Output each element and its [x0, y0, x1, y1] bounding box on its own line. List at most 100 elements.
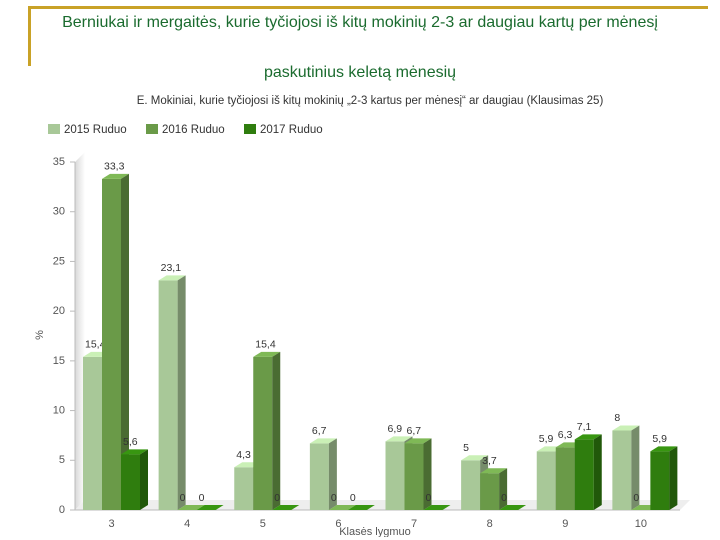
bar-side [328, 438, 337, 510]
legend-swatch [146, 124, 158, 134]
bar [158, 275, 186, 510]
bar-side [499, 468, 508, 510]
bar-front [83, 356, 102, 510]
bar-top [309, 438, 337, 444]
value-label: 5,9 [539, 433, 554, 445]
y-tick-label: 20 [53, 305, 65, 317]
bar-top [196, 505, 224, 510]
legend-label: 2015 Ruduo [64, 124, 127, 136]
bar [347, 505, 375, 510]
legend-label: 2017 Ruduo [260, 124, 323, 136]
value-label: 6,9 [388, 423, 403, 435]
value-label: 33,3 [104, 161, 125, 173]
bar-top [423, 505, 451, 510]
x-tick-label: 10 [635, 518, 647, 530]
value-label: 15,4 [255, 339, 276, 351]
bar-top [385, 436, 413, 442]
bar-front [253, 356, 273, 510]
bar-side [593, 434, 602, 510]
value-label: 6,7 [407, 425, 422, 437]
value-label: 7,1 [577, 421, 592, 433]
bar [328, 505, 356, 510]
x-tick-label: 6 [335, 518, 341, 530]
bar-front [574, 439, 594, 510]
bar [272, 505, 300, 510]
bar-side [177, 275, 186, 510]
value-label: 0 [331, 492, 337, 504]
bar-front [102, 178, 121, 510]
value-label: 8 [614, 412, 620, 424]
slide-title: Berniukai ir mergaitės, kurie tyčiojosi … [62, 14, 658, 31]
bar-front [158, 280, 178, 510]
x-tick-label: 4 [184, 518, 190, 530]
bar [650, 446, 678, 510]
bar [404, 438, 432, 510]
value-label: 0 [199, 492, 205, 504]
bar-top [158, 275, 186, 281]
bar [574, 434, 602, 510]
bar-top [328, 505, 356, 510]
title-bar [28, 6, 708, 9]
bar-front [121, 454, 140, 510]
value-label: 23,1 [161, 262, 182, 274]
value-label: 6,3 [558, 429, 573, 441]
value-label: 3,7 [482, 455, 497, 467]
legend-swatch [48, 124, 60, 134]
bar-front [461, 460, 481, 510]
bar-side [272, 351, 281, 510]
value-label: 0 [501, 492, 507, 504]
value-label: 0 [633, 492, 639, 504]
bar-top [650, 446, 678, 452]
bar [423, 505, 451, 510]
value-label: 0 [426, 492, 432, 504]
value-label: 5 [463, 442, 469, 454]
legend-swatch [244, 124, 256, 134]
y-tick-label: 30 [53, 206, 65, 218]
bar [196, 505, 224, 510]
bar-top [574, 434, 602, 440]
bar-top [253, 351, 281, 357]
value-label: 5,9 [652, 433, 667, 445]
y-tick-label: 25 [53, 255, 65, 267]
floor [75, 500, 690, 510]
slide-title: paskutinius keletą mėnesių [263, 64, 457, 81]
bar-side [121, 173, 129, 510]
bar-front [234, 467, 254, 510]
bar [499, 505, 527, 510]
x-tick-label: 8 [487, 518, 493, 530]
bar-top [347, 505, 375, 510]
y-axis-label: % [34, 330, 46, 340]
bar [612, 425, 640, 510]
bar [177, 505, 205, 510]
x-tick-label: 9 [562, 518, 568, 530]
bar-top [461, 455, 489, 461]
y-tick-label: 15 [53, 355, 65, 367]
bar-top [404, 438, 432, 444]
bar-top [177, 505, 205, 510]
chart-title: E. Mokiniai, kurie tyčiojosi iš kitų mok… [137, 95, 604, 107]
bar-side [631, 425, 640, 510]
bar-top [121, 449, 148, 455]
bar [309, 438, 337, 510]
bar-top [272, 505, 300, 510]
x-tick-label: 3 [108, 518, 114, 530]
y-tick-label: 10 [53, 404, 65, 416]
value-label: 4,3 [236, 449, 251, 461]
title-accent [28, 6, 31, 66]
chart: E. Mokiniai, kurie tyčiojosi iš kitų mok… [34, 95, 690, 537]
bar-front [385, 441, 405, 510]
x-axis-label: Klasės lygmuo [339, 526, 411, 537]
value-label: 0 [350, 492, 356, 504]
bar [253, 351, 281, 510]
bar-front [309, 443, 329, 510]
value-label: 15,4 [85, 339, 106, 351]
value-label: 0 [274, 492, 280, 504]
legend-label: 2016 Ruduo [162, 124, 225, 136]
bar-front [555, 447, 575, 510]
bar-top [102, 173, 129, 179]
value-label: 5,6 [123, 436, 138, 448]
bar-top [499, 505, 527, 510]
bar-side [669, 446, 678, 510]
y-tick-label: 0 [59, 504, 65, 516]
